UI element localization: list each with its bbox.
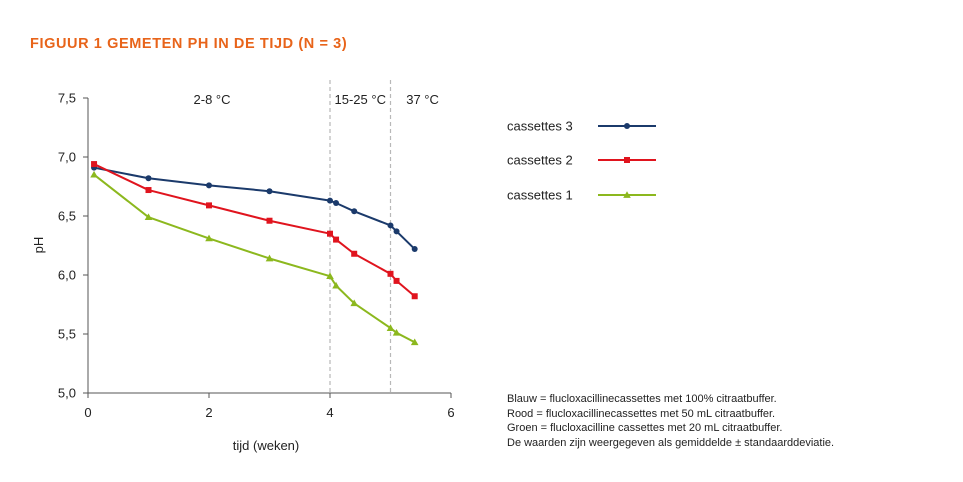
- data-point: [91, 161, 98, 168]
- legend-marker: [624, 157, 630, 163]
- data-point: [206, 202, 212, 209]
- data-point: [326, 272, 334, 280]
- data-point: [411, 246, 418, 253]
- data-point: [327, 197, 333, 204]
- data-point: [144, 213, 153, 221]
- series-cassettes-1: [90, 170, 419, 346]
- data-point: [145, 175, 152, 182]
- x-tick-label: 2: [205, 405, 212, 420]
- x-axis-label: tijd (weken): [233, 438, 299, 453]
- series-line: [93, 166, 416, 250]
- data-point: [392, 329, 401, 336]
- y-tick-label: 5,5: [58, 327, 76, 342]
- data-point: [145, 187, 152, 194]
- chart-notes: Blauw = flucloxacillinecassettes met 100…: [507, 392, 834, 450]
- chart-legend: cassettes 3 cassettes 2 cassettes 1: [507, 119, 656, 203]
- data-point: [351, 250, 358, 257]
- data-point: [90, 170, 98, 178]
- data-point: [410, 338, 419, 346]
- data-point: [393, 228, 400, 235]
- series-cassettes-3: [91, 164, 418, 253]
- data-point: [350, 299, 358, 307]
- legend-label: cassettes 1: [507, 188, 573, 203]
- chart-axes: 5,0 5,5 6,0 6,5 7,0 7,5 0 2 4 6 tijd (weken) pH: [31, 91, 455, 454]
- temperature-zone-label: 15-25 °C: [335, 92, 386, 107]
- series-line: [93, 163, 416, 298]
- x-tick-label: 0: [84, 405, 91, 420]
- temperature-dividers: [329, 80, 392, 393]
- legend-label: cassettes 2: [507, 153, 573, 168]
- data-series: [90, 161, 419, 346]
- data-point: [266, 188, 273, 195]
- data-point: [332, 281, 340, 289]
- data-point: [205, 234, 213, 242]
- legend-label: cassettes 3: [507, 119, 573, 134]
- data-point: [333, 236, 340, 243]
- series-line: [93, 173, 416, 344]
- note-line: Blauw = flucloxacillinecassettes met 100…: [507, 393, 777, 405]
- data-point: [265, 254, 274, 262]
- data-point: [387, 270, 394, 277]
- x-tick-label: 4: [326, 405, 333, 420]
- y-axis-label: pH: [31, 237, 46, 254]
- figure-title: FIGUUR 1 GEMETEN PH IN DE TIJD (N = 3): [30, 36, 348, 52]
- note-line: De waarden zijn weergegeven als gemiddel…: [507, 436, 835, 449]
- legend-marker: [623, 191, 631, 198]
- x-tick-label: 6: [447, 405, 454, 420]
- data-point: [351, 208, 358, 215]
- data-point: [387, 222, 394, 229]
- temperature-zone-label: 37 °C: [406, 92, 439, 107]
- legend-marker: [624, 123, 630, 129]
- y-tick-label: 6,0: [58, 268, 76, 283]
- note-line: Groen = flucloxacilline cassettes met 20…: [507, 422, 783, 434]
- data-point: [206, 182, 212, 189]
- data-point: [327, 230, 333, 237]
- y-tick-label: 7,5: [58, 91, 76, 106]
- data-point: [411, 293, 418, 300]
- y-tick-label: 7,0: [58, 150, 76, 165]
- data-point: [386, 324, 395, 331]
- data-point: [333, 200, 340, 207]
- note-line: Rood = flucloxacillinecassettes met 50 m…: [507, 407, 776, 420]
- temperature-zone-label: 2-8 °C: [194, 92, 231, 107]
- data-point: [393, 277, 400, 284]
- series-cassettes-2: [91, 161, 418, 300]
- y-tick-label: 5,0: [58, 386, 76, 401]
- data-point: [266, 217, 273, 224]
- temperature-zone-labels: 2-8 °C 15-25 °C 37 °C: [194, 92, 439, 107]
- y-tick-label: 6,5: [58, 209, 76, 224]
